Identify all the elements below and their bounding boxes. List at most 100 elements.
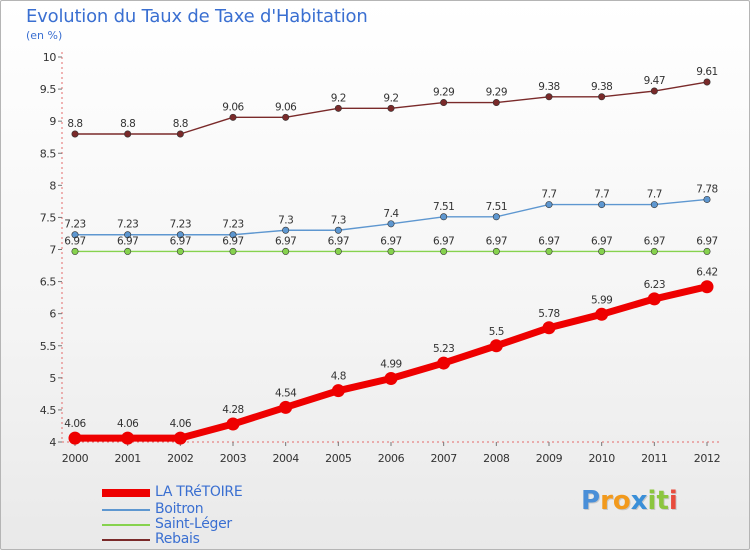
x-tick-label: 2005 [325, 452, 352, 465]
data-label: 7.51 [486, 201, 507, 213]
data-point [492, 247, 500, 255]
data-label: 7.51 [433, 201, 454, 213]
data-point [440, 247, 448, 255]
data-label: 5.99 [591, 294, 612, 306]
data-label: 5.78 [538, 308, 559, 320]
x-tick-label: 2004 [272, 452, 299, 465]
legend-label-boitron: Boitron [155, 501, 204, 517]
y-tick-label: 7 [49, 244, 56, 257]
data-label: 9.29 [486, 87, 507, 99]
data-label: 6.97 [644, 235, 665, 247]
data-label: 7.23 [117, 219, 138, 231]
data-label: 9.61 [696, 66, 717, 78]
proxiti-logo: Proxiti [581, 486, 678, 516]
y-tick-label: 10 [43, 51, 57, 64]
data-point [598, 247, 606, 255]
data-label: 6.97 [64, 235, 85, 247]
logo-letter: i [647, 486, 657, 516]
data-label: 4.06 [117, 418, 139, 430]
data-point [334, 247, 342, 255]
data-label: 6.97 [696, 235, 717, 247]
data-point [545, 247, 553, 255]
legend-swatch-la-tretoire [102, 489, 150, 497]
x-tick-label: 2008 [483, 452, 510, 465]
data-point [121, 431, 135, 445]
data-point [124, 231, 132, 239]
chart-subtitle: (en %) [26, 29, 63, 42]
data-point [598, 201, 606, 209]
data-point [68, 431, 82, 445]
data-label: 9.38 [591, 81, 612, 93]
data-label: 5.5 [489, 326, 504, 338]
x-tick-label: 2002 [167, 452, 193, 465]
data-point [124, 130, 132, 138]
data-point [703, 195, 711, 203]
data-label: 7.3 [331, 214, 346, 226]
logo-letter: i [668, 486, 678, 516]
chart-title: Evolution du Taux de Taxe d'Habitation [26, 6, 368, 27]
logo-letter: o [612, 486, 631, 516]
data-label: 6.97 [222, 235, 243, 247]
data-label: 7.23 [64, 219, 85, 231]
data-point [279, 400, 293, 414]
data-point [282, 113, 290, 121]
x-tick-label: 2003 [220, 452, 247, 465]
data-point [703, 78, 711, 86]
data-label: 4.06 [170, 418, 192, 430]
data-label: 4.8 [331, 371, 346, 383]
data-label: 7.4 [383, 208, 399, 220]
data-label: 7.23 [222, 219, 243, 231]
data-point [124, 247, 132, 255]
data-label: 6.97 [275, 235, 296, 247]
y-tick-label: 8 [49, 179, 56, 192]
data-label: 6.97 [486, 235, 507, 247]
data-label: 7.23 [170, 219, 191, 231]
data-point [440, 213, 448, 221]
y-tick-label: 8.5 [40, 147, 57, 160]
legend-label-saint-leger: Saint-Léger [155, 516, 232, 532]
x-tick-label: 2009 [536, 452, 563, 465]
axes: 4 4.5 5 5.5 6 6.5 7 7.5 8 8.5 9 9.5 10 2000 2001 2002 20… [40, 51, 722, 465]
data-label: 8.8 [173, 118, 188, 130]
data-point [229, 113, 237, 121]
data-point [176, 130, 184, 138]
data-label: 4.28 [222, 404, 243, 416]
data-label: 6.97 [380, 235, 401, 247]
y-tick-label: 4 [49, 436, 56, 449]
data-label: 6.97 [591, 235, 612, 247]
y-tick-label: 5.5 [40, 340, 57, 353]
x-tick-label: 2011 [641, 452, 667, 465]
data-label: 4.99 [380, 358, 401, 370]
data-point [176, 231, 184, 239]
y-tick-label: 9 [49, 115, 56, 128]
data-point [229, 247, 237, 255]
data-point [703, 247, 711, 255]
data-point [545, 93, 553, 101]
data-label: 6.97 [328, 235, 349, 247]
data-label: 8.8 [67, 118, 82, 130]
data-point [545, 201, 553, 209]
data-label: 9.29 [433, 87, 454, 99]
data-label: 9.2 [383, 92, 398, 104]
data-label: 4.06 [64, 418, 86, 430]
data-point [650, 201, 658, 209]
data-label: 7.7 [594, 189, 609, 201]
data-point [387, 247, 395, 255]
data-point [647, 292, 661, 306]
logo-letter: r [600, 486, 613, 516]
data-point [226, 417, 240, 431]
data-point [331, 384, 345, 398]
data-point [334, 104, 342, 112]
data-label: 5.23 [433, 343, 454, 355]
y-tick-label: 7.5 [40, 211, 57, 224]
data-point [176, 247, 184, 255]
legend-swatch-rebais [102, 539, 150, 541]
data-point [492, 213, 500, 221]
data-point [440, 99, 448, 107]
x-tick-label: 2006 [378, 452, 405, 465]
data-label: 6.97 [433, 235, 454, 247]
x-tick-label: 2000 [62, 452, 89, 465]
data-point [71, 247, 79, 255]
